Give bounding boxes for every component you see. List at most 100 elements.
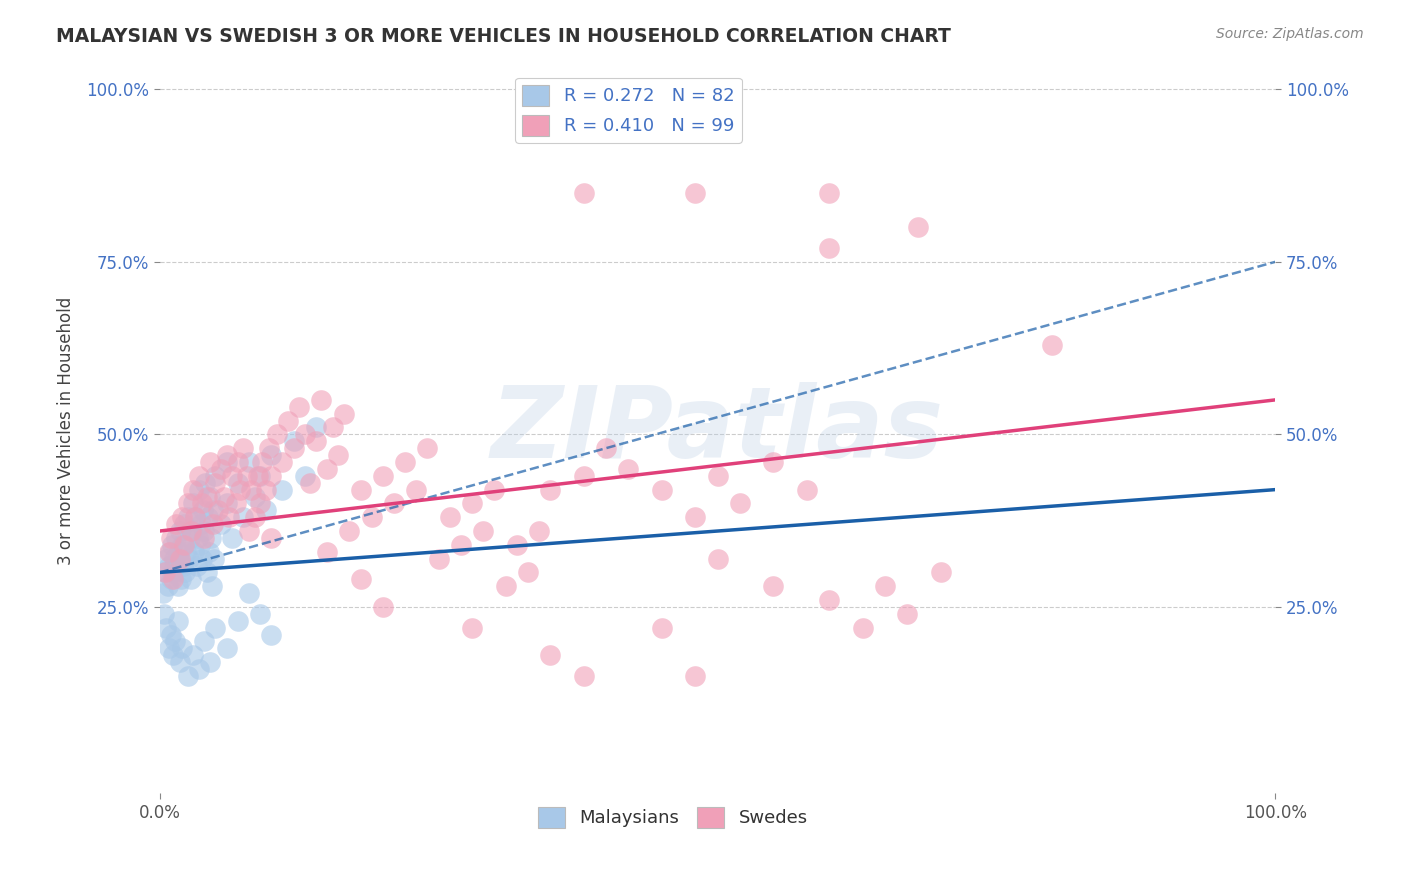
Point [371, 599, 394, 614]
Point [617, 462, 640, 476]
Point [683, 510, 706, 524]
Point [174, 566, 197, 580]
Point [191, 551, 214, 566]
Point [299, 475, 322, 490]
Point [173, 517, 195, 532]
Point [538, 483, 561, 497]
Point [193, 531, 215, 545]
Point [896, 607, 918, 621]
Point [360, 510, 382, 524]
Point [651, 483, 673, 497]
Point [202, 517, 225, 532]
Point [194, 475, 217, 490]
Point [169, 524, 191, 538]
Point [907, 220, 929, 235]
Point [225, 496, 247, 510]
Point [249, 468, 271, 483]
Point [416, 441, 439, 455]
Point [252, 455, 274, 469]
Point [215, 448, 238, 462]
Point [198, 490, 221, 504]
Point [157, 558, 180, 573]
Point [246, 468, 269, 483]
Point [929, 566, 952, 580]
Point [852, 621, 875, 635]
Point [818, 593, 841, 607]
Point [155, 566, 177, 580]
Point [184, 510, 207, 524]
Point [188, 538, 211, 552]
Point [202, 551, 225, 566]
Point [254, 483, 277, 497]
Point [305, 434, 328, 449]
Point [162, 572, 184, 586]
Point [181, 483, 204, 497]
Point [183, 545, 205, 559]
Point [818, 186, 841, 200]
Point [156, 579, 179, 593]
Point [187, 531, 209, 545]
Point [155, 621, 177, 635]
Point [207, 503, 229, 517]
Point [796, 483, 818, 497]
Point [232, 510, 254, 524]
Point [169, 655, 191, 669]
Point [152, 586, 174, 600]
Point [202, 503, 225, 517]
Point [167, 545, 190, 559]
Point [165, 531, 187, 545]
Point [176, 496, 198, 510]
Point [260, 448, 283, 462]
Point [439, 510, 461, 524]
Point [193, 524, 215, 538]
Point [762, 455, 785, 469]
Point [316, 462, 339, 476]
Point [181, 496, 204, 510]
Point [191, 496, 214, 510]
Point [160, 627, 183, 641]
Point [728, 496, 751, 510]
Point [170, 510, 193, 524]
Point [209, 517, 232, 532]
Point [195, 490, 218, 504]
Point [176, 545, 198, 559]
Point [283, 441, 305, 455]
Point [201, 579, 224, 593]
Point [215, 496, 238, 510]
Point [288, 400, 311, 414]
Point [166, 614, 188, 628]
Point [243, 490, 266, 504]
Point [160, 531, 183, 545]
Point [166, 579, 188, 593]
Point [495, 579, 517, 593]
Point [170, 572, 193, 586]
Point [277, 414, 299, 428]
Point [165, 634, 187, 648]
Point [337, 524, 360, 538]
Point [294, 427, 316, 442]
Point [371, 468, 394, 483]
Point [254, 503, 277, 517]
Point [193, 634, 215, 648]
Point [484, 483, 506, 497]
Point [260, 627, 283, 641]
Point [271, 455, 294, 469]
Point [155, 551, 177, 566]
Point [160, 572, 183, 586]
Point [160, 538, 183, 552]
Point [683, 186, 706, 200]
Point [157, 545, 180, 559]
Point [572, 468, 595, 483]
Point [180, 572, 202, 586]
Text: Source: ZipAtlas.com: Source: ZipAtlas.com [1216, 27, 1364, 41]
Point [162, 566, 184, 580]
Point [195, 566, 218, 580]
Point [266, 427, 288, 442]
Point [187, 483, 209, 497]
Point [240, 483, 263, 497]
Point [271, 483, 294, 497]
Point [170, 641, 193, 656]
Point [311, 392, 333, 407]
Point [221, 468, 243, 483]
Point [238, 586, 260, 600]
